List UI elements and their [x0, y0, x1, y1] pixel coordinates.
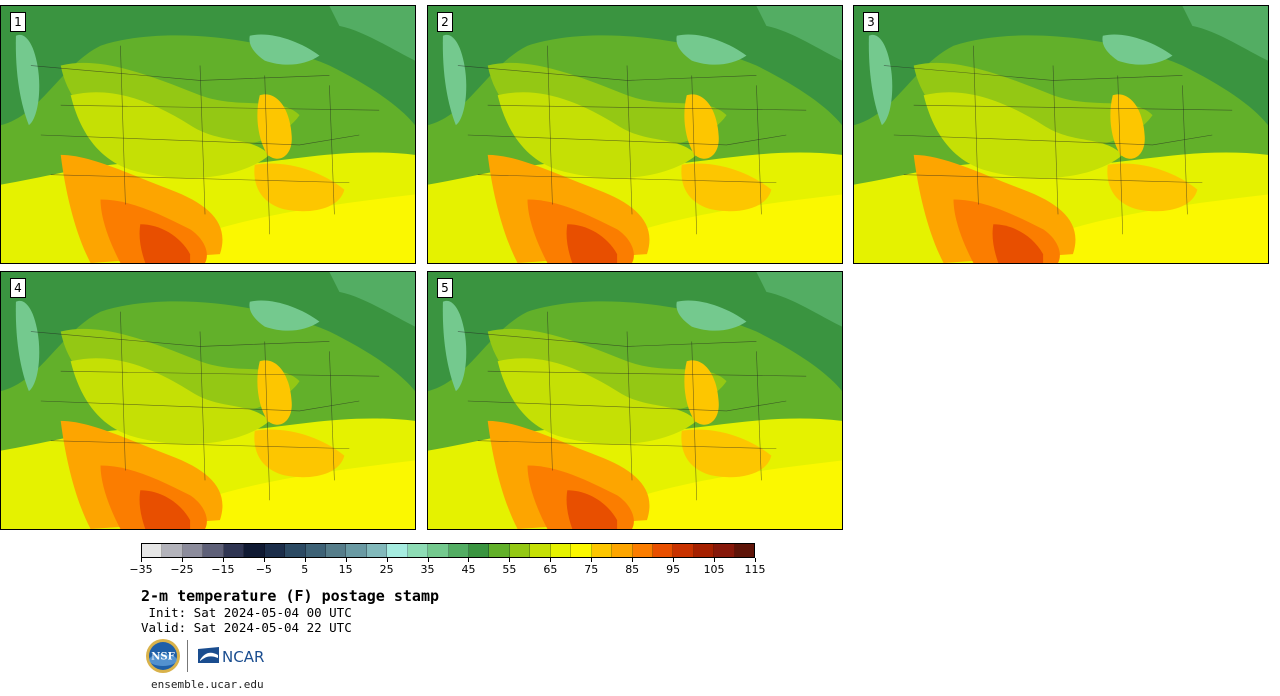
colorbar-tick — [263, 558, 265, 562]
colorbar-swatch — [203, 544, 224, 557]
colorbar-tick-label: −5 — [255, 563, 272, 576]
colorbar-tick-label: 65 — [543, 563, 558, 576]
colorbar-swatch — [530, 544, 551, 557]
colorbar-swatch — [673, 544, 694, 557]
temperature-colorbar — [141, 543, 755, 558]
colorbar-swatch — [591, 544, 613, 557]
colorbar-tick-label: 5 — [301, 563, 309, 576]
colorbar-tick — [345, 558, 347, 562]
colorbar-tick — [714, 558, 716, 562]
colorbar-swatch — [264, 544, 286, 557]
colorbar-swatch — [387, 544, 408, 557]
stamp-label-5: 5 — [437, 278, 453, 298]
colorbar-tick — [591, 558, 593, 562]
temperature-map-4 — [1, 272, 415, 529]
colorbar-tick-label: 75 — [584, 563, 599, 576]
colorbar-swatch — [652, 544, 674, 557]
colorbar-tick-label: 115 — [744, 563, 766, 576]
stamp-label-3: 3 — [863, 12, 879, 32]
colorbar-swatch — [489, 544, 510, 557]
colorbar-swatch — [407, 544, 429, 557]
colorbar-tick — [632, 558, 634, 562]
colorbar-tick — [550, 558, 552, 562]
colorbar-tick — [468, 558, 470, 562]
colorbar-tick-label: 55 — [502, 563, 517, 576]
colorbar-tick-label: 95 — [666, 563, 681, 576]
nsf-logo-icon: NSF — [146, 639, 180, 673]
colorbar-swatch — [162, 544, 183, 557]
temperature-map-1 — [1, 6, 415, 263]
colorbar-swatch — [428, 544, 449, 557]
colorbar-tick-label: 15 — [338, 563, 353, 576]
stamp-panel-5: 5 — [427, 271, 843, 530]
colorbar-tick — [755, 558, 756, 562]
colorbar-swatch — [346, 544, 367, 557]
colorbar-swatch — [612, 544, 633, 557]
colorbar-tick-label: −15 — [211, 563, 235, 576]
colorbar-tick-label: −25 — [170, 563, 194, 576]
colorbar-swatch — [632, 544, 653, 557]
temperature-map-2 — [428, 6, 842, 263]
stamp-panel-1: 1 — [0, 5, 416, 264]
colorbar-tick — [386, 558, 388, 562]
colorbar-tick — [222, 558, 224, 562]
colorbar-swatch — [734, 544, 755, 557]
colorbar-swatch — [223, 544, 245, 557]
colorbar-swatch — [550, 544, 572, 557]
colorbar-swatch — [571, 544, 592, 557]
colorbar-swatch — [366, 544, 388, 557]
colorbar-tick-label: 85 — [625, 563, 640, 576]
colorbar-swatch — [285, 544, 306, 557]
colorbar-tick-label: 25 — [379, 563, 394, 576]
logo-divider — [187, 640, 188, 672]
colorbar-swatch — [142, 544, 163, 557]
colorbar-swatch — [469, 544, 490, 557]
colorbar-swatch — [182, 544, 204, 557]
ncar-logo-text: NCAR — [222, 648, 264, 666]
colorbar-swatch — [714, 544, 735, 557]
temperature-map-3 — [854, 6, 1268, 263]
colorbar-tick — [141, 558, 142, 562]
colorbar-tick — [673, 558, 675, 562]
colorbar-swatch — [448, 544, 469, 557]
page-title: 2-m temperature (F) postage stamp — [141, 587, 440, 605]
colorbar-swatch — [244, 544, 265, 557]
stamp-label-1: 1 — [10, 12, 26, 32]
colorbar-swatch — [693, 544, 715, 557]
colorbar-tick — [427, 558, 429, 562]
colorbar-swatch — [509, 544, 531, 557]
stamp-label-2: 2 — [437, 12, 453, 32]
colorbar-tick — [181, 558, 183, 562]
init-time: Init: Sat 2024-05-04 00 UTC — [141, 605, 352, 620]
valid-time: Valid: Sat 2024-05-04 22 UTC — [141, 620, 352, 635]
colorbar-tick-label: 45 — [461, 563, 476, 576]
stamp-panel-2: 2 — [427, 5, 843, 264]
stamp-panel-3: 3 — [853, 5, 1269, 264]
colorbar-tick-label: −35 — [129, 563, 153, 576]
stamp-panel-4: 4 — [0, 271, 416, 530]
colorbar-ticks: −35 −25 −15 −5 5 15 25 35 45 55 65 75 85 95 105 115 — [129, 558, 766, 578]
colorbar-tick-label: 105 — [703, 563, 725, 576]
stamp-label-4: 4 — [10, 278, 26, 298]
temperature-map-5 — [428, 272, 842, 529]
colorbar-swatch — [305, 544, 326, 557]
colorbar-swatch — [325, 544, 347, 557]
nsf-logo-text: NSF — [151, 652, 174, 663]
website-url: ensemble.ucar.edu — [151, 678, 264, 691]
colorbar-tick — [304, 558, 306, 562]
colorbar-tick — [509, 558, 511, 562]
ncar-logo-icon: NCAR — [198, 647, 264, 666]
colorbar-tick-label: 35 — [420, 563, 435, 576]
